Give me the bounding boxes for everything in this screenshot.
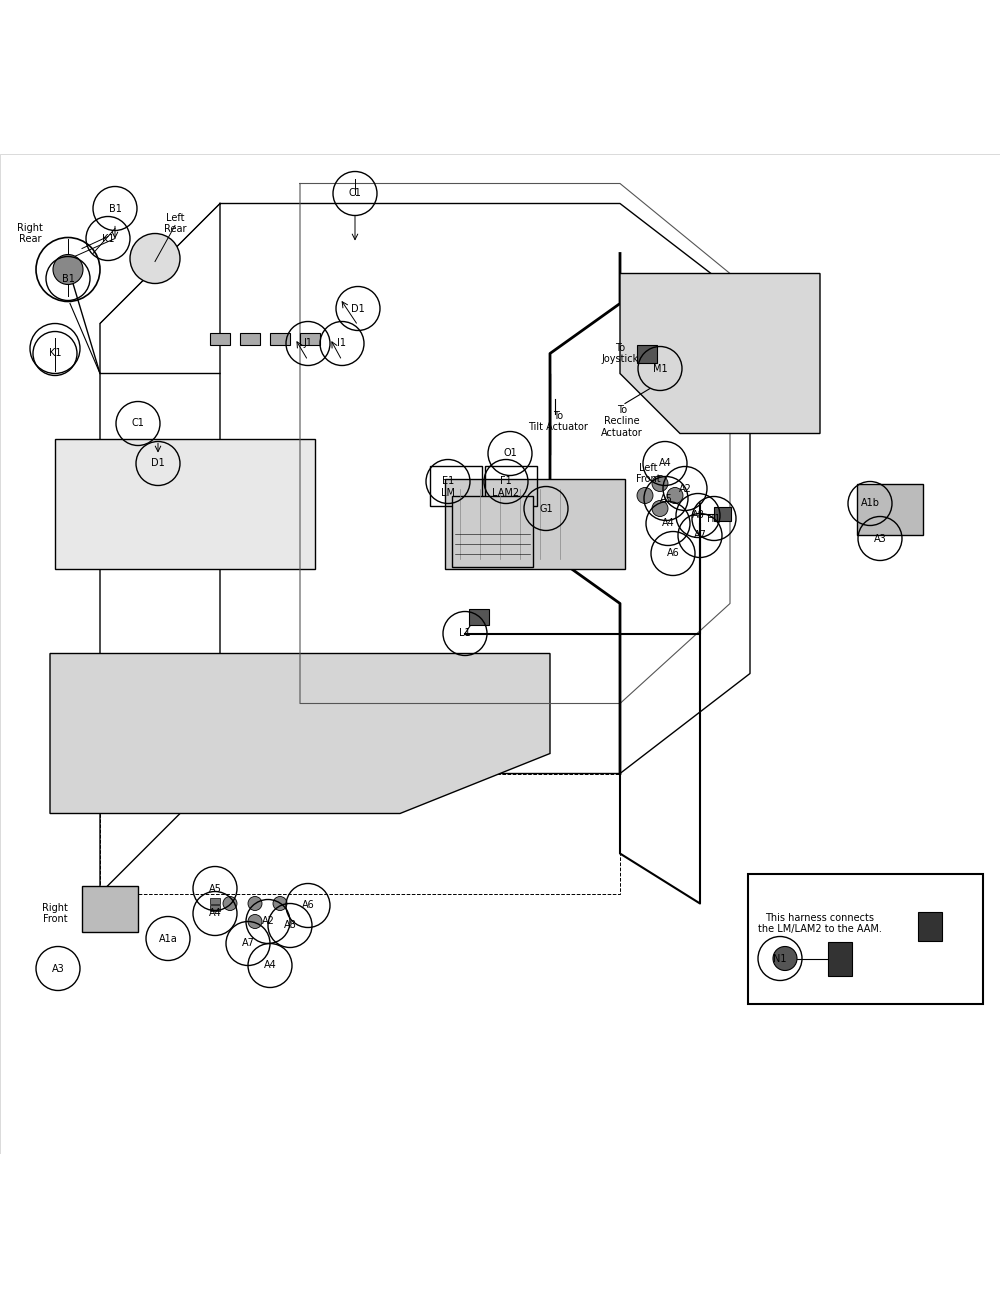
Text: A3: A3 — [874, 533, 886, 544]
Circle shape — [248, 897, 262, 911]
FancyBboxPatch shape — [637, 345, 657, 362]
Bar — [270, 332, 290, 345]
Text: D1: D1 — [351, 303, 365, 314]
Text: This harness connects
the LM/LAM2 to the AAM.: This harness connects the LM/LAM2 to the… — [758, 912, 882, 935]
Text: To
Tilt Actuator: To Tilt Actuator — [528, 410, 588, 433]
Text: LM: LM — [441, 489, 455, 498]
Text: C1: C1 — [349, 188, 361, 199]
Circle shape — [667, 488, 683, 503]
Text: J1: J1 — [304, 339, 312, 349]
Text: G1: G1 — [539, 503, 553, 514]
Text: F1: F1 — [500, 477, 512, 486]
Bar — [240, 332, 260, 345]
Circle shape — [130, 234, 180, 284]
Text: C1: C1 — [132, 418, 144, 429]
Circle shape — [223, 897, 237, 911]
Text: I1: I1 — [338, 339, 347, 349]
Text: A8: A8 — [284, 920, 296, 931]
Text: A7: A7 — [242, 938, 254, 949]
Text: K1: K1 — [49, 349, 61, 358]
Circle shape — [652, 476, 668, 491]
Text: LAM2: LAM2 — [492, 489, 520, 498]
Text: To
Joystick: To Joystick — [601, 342, 639, 365]
Text: O1: O1 — [503, 448, 517, 459]
Polygon shape — [50, 654, 550, 813]
Text: M1: M1 — [653, 363, 667, 374]
Text: To
Recline
Actuator: To Recline Actuator — [601, 405, 643, 438]
FancyBboxPatch shape — [445, 478, 625, 569]
Text: Right
Front: Right Front — [42, 903, 68, 924]
Text: A1b: A1b — [860, 498, 880, 508]
FancyBboxPatch shape — [452, 495, 533, 566]
FancyBboxPatch shape — [714, 507, 731, 520]
Text: A4: A4 — [264, 961, 276, 971]
Text: A2: A2 — [262, 916, 274, 927]
FancyBboxPatch shape — [918, 911, 942, 941]
Circle shape — [773, 946, 797, 971]
Text: A5: A5 — [209, 884, 221, 894]
Text: Right
Rear: Right Rear — [17, 222, 43, 244]
Text: A2: A2 — [679, 484, 691, 494]
Text: A4: A4 — [662, 519, 674, 528]
Text: D1: D1 — [151, 459, 165, 468]
Circle shape — [273, 897, 287, 911]
Bar — [300, 332, 320, 345]
Text: A3: A3 — [52, 963, 64, 974]
FancyBboxPatch shape — [469, 609, 489, 625]
FancyBboxPatch shape — [857, 484, 923, 535]
Text: A6: A6 — [667, 549, 679, 558]
Text: Left
Rear: Left Rear — [164, 213, 186, 234]
FancyBboxPatch shape — [82, 886, 138, 932]
Text: E1: E1 — [442, 477, 454, 486]
Text: L1: L1 — [459, 629, 471, 639]
Circle shape — [637, 488, 653, 503]
Text: A8: A8 — [692, 511, 704, 520]
Text: A7: A7 — [694, 531, 706, 541]
Circle shape — [53, 255, 83, 285]
FancyBboxPatch shape — [55, 439, 315, 569]
FancyBboxPatch shape — [210, 904, 220, 911]
Text: K1: K1 — [102, 234, 114, 243]
Text: A4: A4 — [209, 908, 221, 919]
Text: A4: A4 — [659, 459, 671, 468]
FancyBboxPatch shape — [210, 898, 220, 903]
Text: A5: A5 — [660, 494, 672, 503]
Text: Left
Front: Left Front — [636, 463, 660, 485]
Text: N1: N1 — [773, 954, 787, 963]
Polygon shape — [620, 273, 820, 434]
Circle shape — [248, 915, 262, 928]
Text: H1: H1 — [707, 514, 721, 524]
FancyBboxPatch shape — [828, 941, 852, 975]
Text: B1: B1 — [109, 204, 121, 213]
Text: A6: A6 — [302, 901, 314, 911]
Circle shape — [652, 501, 668, 516]
Text: A1a: A1a — [159, 933, 177, 944]
Text: B1: B1 — [62, 273, 74, 284]
Bar — [210, 332, 230, 345]
